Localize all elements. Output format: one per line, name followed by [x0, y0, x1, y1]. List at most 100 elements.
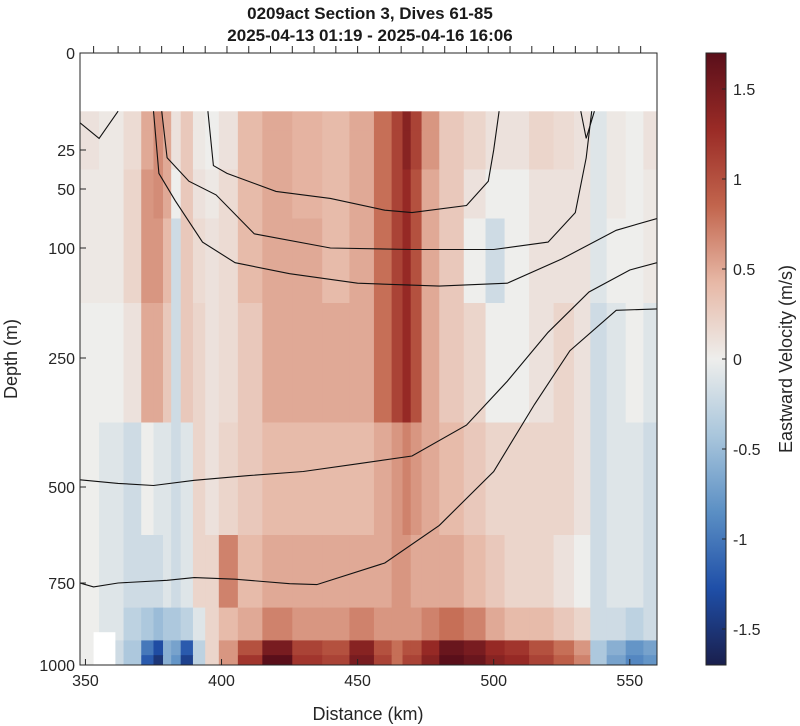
- velocity-cell: [625, 607, 644, 641]
- velocity-cell: [391, 535, 404, 609]
- velocity-cell: [141, 218, 155, 304]
- velocity-cell: [99, 303, 125, 424]
- velocity-cell: [504, 169, 530, 220]
- velocity-cell: [573, 655, 591, 665]
- velocity-cell: [504, 422, 530, 536]
- velocity-cell: [292, 218, 323, 304]
- velocity-cell: [180, 422, 194, 536]
- velocity-cell: [180, 607, 194, 641]
- velocity-cell: [529, 130, 555, 171]
- velocity-cell: [391, 303, 404, 424]
- velocity-cell: [421, 607, 440, 641]
- velocity-cell: [153, 640, 164, 656]
- velocity-cell: [218, 130, 239, 171]
- velocity-cell: [373, 169, 393, 220]
- x-tick-label: 400: [208, 673, 235, 690]
- velocity-cell: [402, 169, 412, 220]
- velocity-cell: [402, 218, 412, 304]
- velocity-cell: [163, 640, 172, 656]
- velocity-cell: [99, 130, 125, 171]
- velocity-cell: [349, 218, 375, 304]
- velocity-cell: [529, 303, 555, 424]
- velocity-cell: [504, 303, 530, 424]
- chart-title: 0209act Section 3, Dives 61-85: [247, 4, 493, 23]
- x-tick-label: 350: [72, 673, 99, 690]
- velocity-cell: [262, 535, 293, 609]
- velocity-cell: [421, 303, 440, 424]
- velocity-cell: [485, 218, 506, 304]
- velocity-cell: [553, 218, 575, 304]
- velocity-cell: [504, 111, 530, 132]
- velocity-cell: [643, 535, 657, 609]
- velocity-cell: [123, 303, 142, 424]
- velocity-cell: [625, 535, 644, 609]
- velocity-cell: [410, 535, 423, 609]
- velocity-cell: [590, 303, 608, 424]
- velocity-cell: [625, 303, 644, 424]
- velocity-cell: [391, 640, 404, 656]
- velocity-cell: [410, 422, 423, 536]
- velocity-cell: [410, 169, 423, 220]
- velocity-cell: [237, 303, 263, 424]
- velocity-cell: [373, 607, 393, 641]
- velocity-cell: [80, 655, 100, 665]
- velocity-cell: [410, 130, 423, 171]
- velocity-cell: [485, 111, 506, 132]
- velocity-cell: [373, 535, 393, 609]
- velocity-cell: [553, 111, 575, 132]
- velocity-cell: [573, 422, 591, 536]
- velocity-cell: [237, 655, 263, 665]
- colorbar-tick-label: -0.5: [733, 442, 761, 459]
- y-tick-label: 250: [48, 351, 75, 368]
- velocity-cell: [421, 535, 440, 609]
- velocity-cell: [141, 535, 155, 609]
- no-data-patch: [93, 632, 116, 665]
- velocity-cell: [625, 422, 644, 536]
- velocity-cell: [391, 422, 404, 536]
- velocity-cell: [141, 111, 155, 132]
- velocity-cell: [237, 535, 263, 609]
- contour-line: [80, 308, 657, 588]
- x-tick-label: 450: [344, 673, 371, 690]
- velocity-cell: [373, 422, 393, 536]
- velocity-cell: [553, 130, 575, 171]
- velocity-cell: [553, 607, 575, 641]
- velocity-cell: [192, 422, 206, 536]
- velocity-cell: [237, 130, 263, 171]
- velocity-cell: [218, 169, 239, 220]
- velocity-cell: [643, 655, 657, 665]
- velocity-cell: [205, 607, 220, 641]
- velocity-cell: [402, 655, 412, 665]
- velocity-cell: [402, 535, 412, 609]
- velocity-cell: [141, 169, 155, 220]
- velocity-cell: [192, 130, 206, 171]
- velocity-cell: [163, 111, 172, 132]
- velocity-cell: [99, 535, 125, 609]
- velocity-cell: [485, 655, 506, 665]
- velocity-cell: [205, 535, 220, 609]
- velocity-cell: [123, 130, 142, 171]
- velocity-cell: [625, 169, 644, 220]
- contour-line: [207, 111, 500, 214]
- x-axis: 350 400 450 500 550: [72, 659, 643, 690]
- velocity-cell: [606, 111, 627, 132]
- velocity-cell: [391, 130, 404, 171]
- velocity-cell: [322, 655, 351, 665]
- velocity-cell: [322, 218, 351, 304]
- velocity-cell: [349, 422, 375, 536]
- colorbar-tick-label: -1.5: [733, 622, 761, 639]
- velocity-cell: [218, 111, 239, 132]
- velocity-cell: [402, 111, 412, 132]
- velocity-cell: [529, 218, 555, 304]
- velocity-cell: [643, 218, 657, 304]
- velocity-cell: [171, 535, 182, 609]
- velocity-cell: [485, 422, 506, 536]
- colorbar-tick-label: 0.5: [733, 262, 755, 279]
- velocity-cell: [171, 130, 182, 171]
- contour-line: [152, 111, 657, 287]
- velocity-cell: [410, 218, 423, 304]
- velocity-cell: [262, 640, 293, 656]
- velocity-cell: [573, 218, 591, 304]
- velocity-cell: [141, 640, 155, 656]
- velocity-cell: [163, 130, 172, 171]
